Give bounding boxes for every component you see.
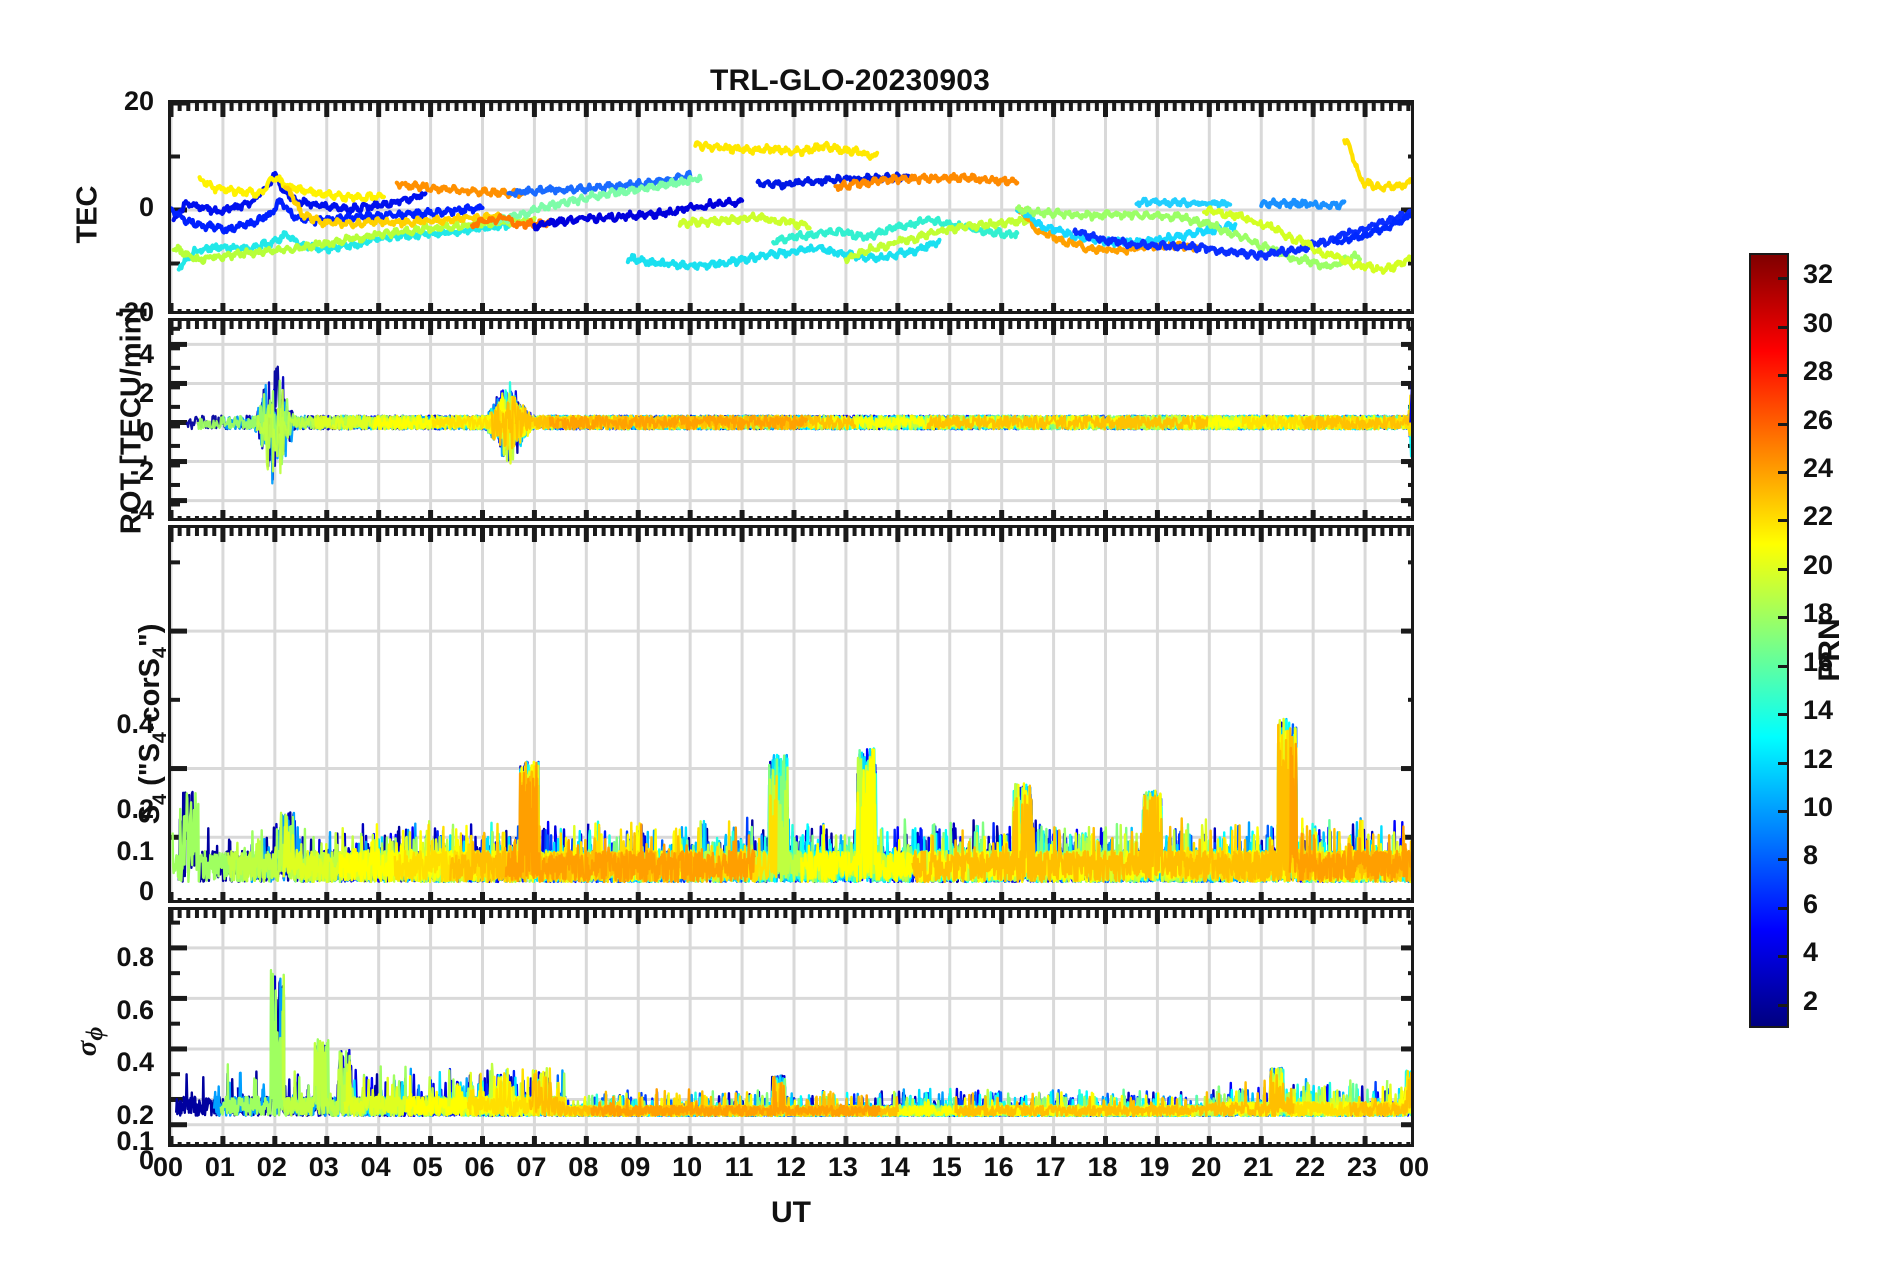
sigma-ytick-0: 0.8 [116, 942, 154, 972]
x-tick-19: 19 [1139, 1152, 1170, 1182]
colorbar-tick-26: 26 [1803, 404, 1834, 435]
colorbar-tick-4: 4 [1803, 937, 1819, 968]
x-tick-2: 02 [256, 1152, 287, 1182]
x-tick-10: 10 [672, 1152, 703, 1182]
x-tick-20: 20 [1191, 1152, 1222, 1182]
x-tick-1: 01 [204, 1152, 235, 1182]
x-tick-12: 12 [775, 1152, 807, 1182]
sigma-ytick-3: 0.2 [116, 1100, 154, 1130]
colorbar-tick-10: 10 [1803, 792, 1834, 823]
x-tick-17: 17 [1035, 1152, 1066, 1182]
colorbar-tick-2: 2 [1803, 985, 1819, 1016]
colorbar-tick-24: 24 [1803, 452, 1834, 483]
x-tick-18: 18 [1087, 1152, 1118, 1182]
colorbar-tick-6: 6 [1803, 888, 1819, 919]
x-tick-0: 00 [152, 1152, 184, 1182]
sigma-ytick-5: 0 [138, 1145, 154, 1175]
x-tick-22: 22 [1295, 1152, 1326, 1182]
tec-ytick-1: 0 [138, 192, 154, 222]
rot-panel [168, 318, 1414, 521]
colorbar-tick-18: 18 [1803, 598, 1834, 629]
colorbar-tickmark-14 [1778, 713, 1789, 717]
colorbar-tickmark-28 [1778, 374, 1789, 378]
rot-ytick-1: 2 [138, 378, 154, 408]
colorbar-tickmark-26 [1778, 422, 1789, 426]
x-tick-16: 16 [983, 1152, 1014, 1182]
x-tick-23: 23 [1347, 1152, 1378, 1182]
rot-ytick-3: -2 [129, 456, 154, 486]
x-tick-14: 14 [879, 1152, 910, 1182]
colorbar-tickmark-10 [1778, 810, 1789, 814]
colorbar-tickmark-12 [1778, 761, 1789, 765]
colorbar-tickmark-18 [1778, 616, 1789, 620]
colorbar-tickmark-22 [1778, 519, 1789, 523]
prn-colorbar [1749, 253, 1789, 1028]
colorbar-tickmark-20 [1778, 567, 1789, 571]
rot-ytick-4: -4 [129, 495, 154, 525]
rot-ytick-0: 4 [138, 339, 154, 369]
figure-title: TRL-GLO-20230903 [710, 64, 990, 97]
colorbar-tick-16: 16 [1803, 646, 1834, 677]
colorbar-tick-20: 20 [1803, 549, 1834, 580]
x-axis-label: UT [771, 1196, 811, 1229]
s4-ytick-1: 0.2 [116, 794, 154, 824]
tec-ytick-0: 20 [123, 86, 154, 116]
x-tick-11: 11 [724, 1152, 754, 1182]
colorbar-tickmark-6 [1778, 906, 1789, 910]
colorbar-tickmark-4 [1778, 955, 1789, 959]
colorbar-tick-12: 12 [1803, 743, 1834, 774]
x-tick-9: 09 [620, 1152, 651, 1182]
x-tick-5: 05 [412, 1152, 443, 1182]
colorbar-tickmark-30 [1778, 325, 1789, 329]
s4-ytick-2: 0.1 [116, 836, 154, 866]
colorbar-tick-8: 8 [1803, 840, 1819, 871]
sigma-ytick-1: 0.6 [116, 995, 154, 1025]
colorbar-tickmark-2 [1778, 1003, 1789, 1007]
x-tick-6: 06 [464, 1152, 495, 1182]
x-tick-21: 21 [1243, 1152, 1274, 1182]
x-tick-24: 00 [1398, 1152, 1430, 1182]
colorbar-label: PRN [1813, 618, 1846, 682]
tec-ytick-2: -20 [114, 297, 154, 327]
colorbar-tick-22: 22 [1803, 501, 1834, 532]
colorbar-tick-32: 32 [1803, 259, 1834, 290]
sigma-ytick-4: 0.1 [116, 1126, 154, 1156]
colorbar-tick-30: 30 [1803, 307, 1834, 338]
colorbar-tickmark-8 [1778, 858, 1789, 862]
x-tick-7: 07 [516, 1152, 547, 1182]
colorbar-tick-28: 28 [1803, 356, 1834, 387]
colorbar-tickmark-24 [1778, 470, 1789, 474]
sigma-ytick-2: 0.4 [116, 1047, 154, 1077]
sigma-phi-panel [168, 907, 1414, 1147]
s4-ytick-3: 0 [138, 876, 154, 906]
s4-ytick-0: 0.4 [116, 709, 154, 739]
x-tick-8: 08 [568, 1152, 599, 1182]
x-tick-15: 15 [931, 1152, 962, 1182]
x-tick-4: 04 [360, 1152, 391, 1182]
x-tick-3: 03 [308, 1152, 339, 1182]
x-tick-13: 13 [827, 1152, 858, 1182]
s4-panel [168, 525, 1414, 903]
colorbar-tickmark-32 [1778, 277, 1789, 281]
rot-ytick-2: 0 [138, 417, 154, 447]
colorbar-tick-14: 14 [1803, 695, 1834, 726]
tec-panel [168, 100, 1414, 314]
colorbar-tickmark-16 [1778, 664, 1789, 668]
